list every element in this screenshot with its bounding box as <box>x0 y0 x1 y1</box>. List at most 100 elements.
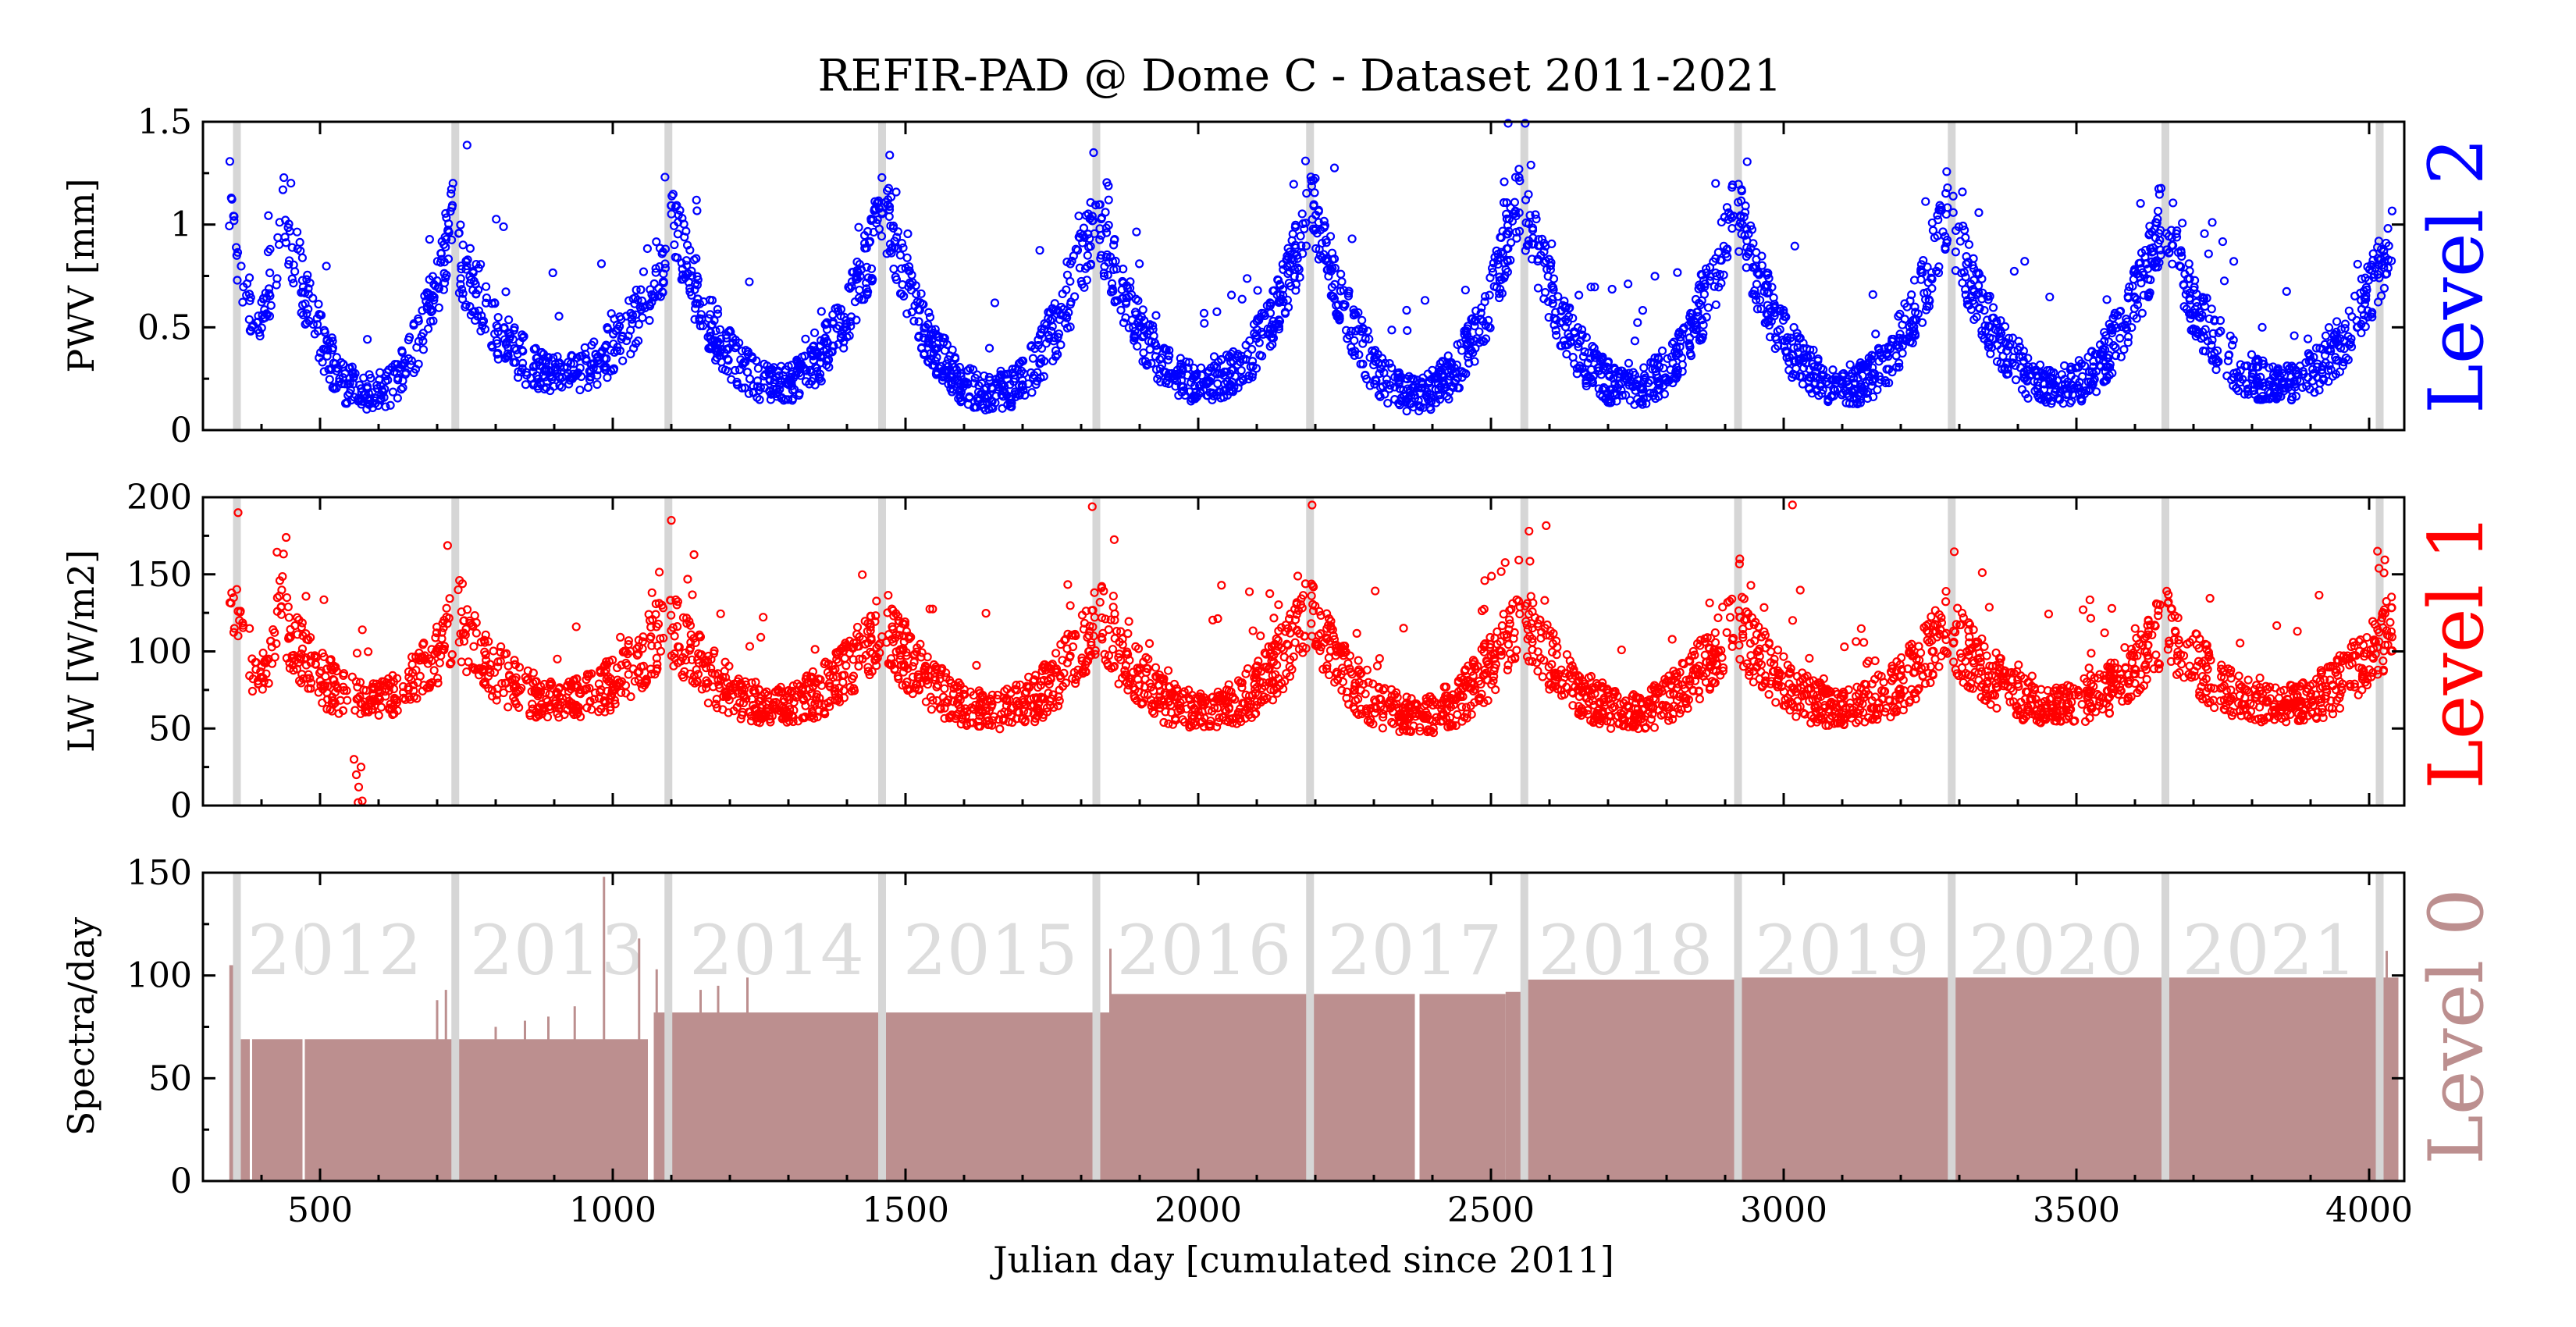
pwv-data-point <box>924 308 934 317</box>
pwv-data-point <box>692 195 701 205</box>
pwv-data-point <box>817 307 826 316</box>
pwv-data-point <box>242 290 251 300</box>
pwv-data-point <box>441 208 450 219</box>
pwv-data-point <box>1792 329 1802 338</box>
pwv-data-point <box>865 237 875 246</box>
lw-data-point <box>429 666 439 675</box>
pwv-data-point <box>1487 264 1497 273</box>
pwv-data-point <box>1109 240 1119 250</box>
pwv-data-point <box>1740 231 1749 240</box>
pwv-y-axis-title: PWV [mm] <box>60 178 102 372</box>
pwv-data-point <box>938 366 947 376</box>
pwv-data-point <box>511 345 521 354</box>
pwv-data-point <box>329 382 338 392</box>
pwv-data-point <box>423 324 433 333</box>
pwv-data-point <box>660 259 670 269</box>
pwv-data-point <box>1790 241 1799 251</box>
pwv-data-point <box>1096 254 1105 263</box>
pwv-data-point <box>1099 269 1108 278</box>
pwv-data-point <box>827 347 837 357</box>
pwv-data-point <box>1470 322 1479 331</box>
pwv-data-point <box>728 338 738 347</box>
pwv-data-point <box>832 324 841 333</box>
pwv-data-point <box>1964 240 1974 249</box>
pwv-data-point <box>1504 214 1514 224</box>
pwv-data-point <box>1548 299 1557 308</box>
lw-data-point <box>858 570 867 579</box>
pwv-data-point <box>1121 299 1131 308</box>
pwv-data-point <box>504 315 514 325</box>
pwv-data-point <box>2229 257 2239 266</box>
pwv-data-point <box>2153 206 2163 216</box>
pwv-data-point <box>724 355 733 365</box>
lw-data-point <box>703 699 713 708</box>
lw-data-point <box>810 645 820 654</box>
pwv-data-point <box>897 264 906 273</box>
pwv-data-point <box>1228 385 1237 395</box>
pwv-data-point <box>1716 255 1725 265</box>
pwv-data-point <box>685 287 695 297</box>
pwv-data-point <box>1333 300 1343 310</box>
pwv-data-point <box>1649 359 1659 368</box>
pwv-data-point <box>607 309 616 318</box>
pwv-data-point <box>801 377 811 386</box>
pwv-data-point <box>628 294 638 304</box>
pwv-data-point <box>1241 340 1251 350</box>
pwv-data-point <box>1344 286 1354 296</box>
pwv-data-point <box>681 256 691 265</box>
pwv-data-point <box>1602 393 1611 403</box>
pwv-data-point <box>1480 292 1490 301</box>
pwv-data-point <box>690 315 699 324</box>
pwv-data-point <box>366 373 375 383</box>
pwv-data-point <box>1342 326 1351 335</box>
pwv-data-point <box>1685 340 1695 350</box>
pwv-data-point <box>232 251 241 260</box>
pwv-data-point <box>1227 290 1236 300</box>
pwv-data-point <box>891 187 901 197</box>
pwv-data-point <box>671 252 680 262</box>
pwv-data-point <box>1365 381 1375 390</box>
pwv-data-point <box>735 338 744 347</box>
pwv-data-point <box>920 350 929 360</box>
pwv-data-point <box>852 315 861 325</box>
pwv-data-point <box>1495 272 1504 282</box>
pwv-data-point <box>447 201 457 210</box>
pwv-data-point <box>1512 233 1521 243</box>
pwv-data-point <box>703 333 713 342</box>
pwv-data-point <box>1515 176 1525 186</box>
pwv-data-point <box>836 333 846 343</box>
pwv-data-point <box>431 281 440 290</box>
pwv-data-point <box>549 382 559 391</box>
pwv-data-point <box>1640 371 1649 380</box>
pwv-data-point <box>481 282 491 291</box>
pwv-data-point <box>854 222 863 232</box>
pwv-data-point <box>1066 322 1075 332</box>
pwv-data-point <box>609 365 618 375</box>
pwv-data-point <box>1609 374 1618 383</box>
lw-data-point <box>407 660 417 669</box>
pwv-data-point <box>1521 119 1530 128</box>
pwv-data-point <box>1000 382 1009 391</box>
lw-data-point <box>854 661 863 671</box>
pwv-data-point <box>1461 285 1470 295</box>
pwv-data-point <box>1358 359 1368 368</box>
pwv-data-point <box>1184 358 1194 367</box>
pwv-data-point <box>615 312 624 322</box>
pwv-data-point <box>244 315 254 324</box>
pwv-data-point <box>1710 282 1719 291</box>
pwv-data-point <box>887 248 896 258</box>
pwv-data-point <box>339 359 348 369</box>
pwv-data-point <box>812 364 822 373</box>
lw-data-point <box>503 661 513 671</box>
pwv-data-point <box>1139 331 1149 340</box>
pwv-data-point <box>1083 229 1093 239</box>
pwv-data-point <box>948 345 957 354</box>
pwv-data-point <box>732 377 742 387</box>
pwv-data-point <box>717 345 727 354</box>
pwv-data-point <box>225 157 235 166</box>
pwv-data-point <box>2009 266 2019 276</box>
pwv-data-point <box>1095 235 1105 244</box>
pwv-data-point <box>1594 384 1603 393</box>
pwv-data-point <box>1289 180 1298 189</box>
pwv-data-point <box>909 316 919 326</box>
